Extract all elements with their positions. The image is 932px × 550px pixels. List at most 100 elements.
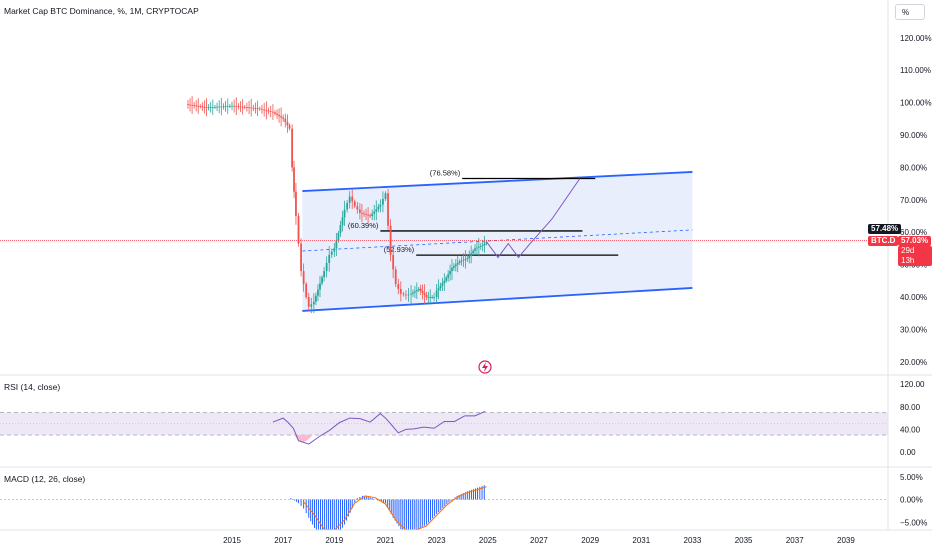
macd-tick-label: 0.00%: [900, 496, 923, 505]
macd-bar: [351, 499, 353, 509]
candle: [239, 106, 242, 108]
projection-path[interactable]: [486, 178, 581, 259]
macd-bar: [335, 499, 337, 530]
level-label: (60.39%): [348, 221, 379, 230]
candle: [274, 112, 276, 114]
candle: [359, 209, 361, 213]
candle: [254, 108, 257, 109]
candle: [330, 251, 333, 255]
macd-bar: [381, 499, 383, 502]
macd-bar: [425, 499, 427, 525]
candle: [258, 108, 261, 110]
macd-bar: [466, 491, 468, 500]
y-tick-label: 20.00%: [900, 358, 927, 367]
macd-bar: [363, 496, 365, 500]
macd-bar: [324, 499, 326, 530]
macd-bar: [384, 499, 386, 504]
candle: [323, 271, 325, 278]
candle: [341, 217, 344, 226]
macd-bar: [373, 498, 375, 500]
candle: [222, 106, 225, 108]
x-tick-label: 2023: [428, 536, 446, 545]
macd-bar: [468, 490, 470, 500]
lightning-bolt: [482, 362, 488, 372]
candle: [373, 211, 376, 214]
macd-bar: [313, 499, 315, 528]
candle: [237, 106, 240, 108]
macd-bar: [419, 499, 421, 529]
candle: [466, 258, 469, 259]
macd-bar: [333, 499, 335, 530]
rsi-tick-label: 120.00: [900, 380, 925, 389]
macd-bar: [423, 499, 425, 526]
x-tick-label: 2037: [786, 536, 804, 545]
candle: [319, 283, 321, 290]
macd-bar: [436, 499, 438, 515]
candle: [226, 106, 229, 107]
macd-bar: [450, 499, 452, 501]
percent-scale-button[interactable]: %: [895, 4, 925, 20]
level-label: (52.93%): [384, 245, 415, 254]
candle: [333, 248, 336, 252]
rsi-oversold-fill: [294, 435, 313, 443]
rsi-pane: 0.00 40.00 80.00 120.00: [0, 380, 925, 457]
candle: [282, 117, 285, 119]
candle: [284, 118, 287, 123]
candle: [233, 105, 236, 107]
candle: [441, 283, 444, 286]
channel-lower-line[interactable]: [302, 287, 693, 312]
candle: [413, 291, 416, 293]
candle: [425, 294, 428, 297]
macd-bar: [472, 489, 474, 500]
macd-bar: [444, 499, 446, 507]
macd-bar: [470, 489, 472, 500]
macd-bar: [294, 499, 296, 501]
candle: [280, 116, 283, 118]
candle: [415, 290, 418, 292]
candle: [361, 212, 363, 214]
candle: [456, 262, 459, 265]
candle: [269, 111, 272, 113]
candle: [339, 225, 342, 233]
macd-tick-label: −5.00%: [900, 518, 927, 527]
candle: [348, 196, 351, 204]
x-tick-label: 2035: [735, 536, 753, 545]
x-tick-label: 2029: [581, 536, 599, 545]
candle: [211, 107, 214, 108]
parallel-channel[interactable]: [302, 171, 693, 312]
macd-bar: [413, 499, 415, 530]
candle: [312, 301, 315, 305]
macd-bar: [365, 496, 367, 500]
macd-bar: [402, 499, 404, 530]
macd-bar: [328, 499, 330, 530]
candle: [267, 110, 270, 112]
candle: [410, 293, 412, 295]
candle: [243, 106, 246, 108]
candle: [293, 167, 295, 192]
candle: [405, 294, 407, 296]
macd-bar: [349, 499, 351, 513]
projected-path[interactable]: [486, 178, 581, 259]
channel-fill: [302, 171, 693, 311]
macd-bar: [411, 499, 413, 530]
candle: [397, 284, 400, 289]
candle: [199, 106, 202, 107]
countdown-tag: 29d 13h: [898, 246, 932, 266]
candle: [369, 215, 372, 217]
candle: [371, 213, 374, 216]
candle: [412, 292, 414, 294]
candle: [337, 232, 340, 241]
candle: [263, 109, 266, 111]
channel-midline[interactable]: [302, 229, 693, 252]
candle: [317, 289, 319, 296]
channel-upper-line[interactable]: [302, 171, 693, 192]
candle: [453, 266, 455, 268]
candle: [351, 196, 354, 202]
candle: [276, 113, 278, 115]
macd-pane: 5.00% 0.00% −5.00%: [0, 473, 927, 531]
macd-bar: [460, 494, 462, 500]
macd-bar: [417, 499, 419, 530]
candle: [235, 106, 238, 107]
macd-bar: [315, 499, 317, 530]
